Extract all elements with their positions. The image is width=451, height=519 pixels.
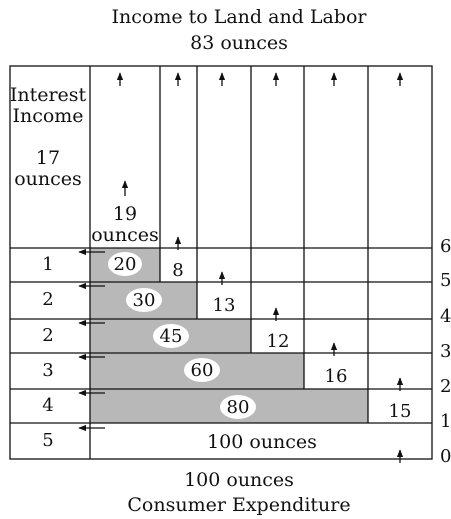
- income-stage-12: 12: [266, 331, 290, 352]
- interest-row-2: 2: [42, 289, 54, 310]
- consumer-row-label: 100 ounces: [207, 431, 317, 453]
- grid-lines: [9, 65, 433, 460]
- income-arrows: [121, 180, 404, 463]
- stage-marker-2: 2: [440, 376, 451, 397]
- interest-row-6: 5: [42, 430, 54, 451]
- stage-marker-1: 1: [440, 411, 451, 432]
- first-stage-unit: ounces: [91, 224, 159, 246]
- bottom-title-line2: Consumer Expenditure: [127, 494, 351, 516]
- interest-row-5: 4: [42, 395, 54, 416]
- capital-value-45: 45: [159, 326, 183, 347]
- interest-row-4: 3: [42, 360, 54, 381]
- interest-amount-line2: ounces: [14, 168, 82, 190]
- interest-row-1: 1: [42, 254, 54, 275]
- first-stage-amount: 19: [112, 203, 138, 225]
- interest-label-line1: Interest: [9, 84, 87, 106]
- stage-marker-6: 6: [440, 236, 451, 257]
- top-title-line2: 83 ounces: [190, 32, 288, 54]
- value-ovals: [108, 252, 256, 419]
- stage-marker-4: 4: [440, 306, 451, 327]
- capital-value-30: 30: [132, 290, 156, 311]
- stage-marker-0: 0: [440, 446, 451, 467]
- capital-value-60: 60: [190, 360, 214, 381]
- stage-marker-3: 3: [440, 341, 451, 362]
- top-arrows: [116, 72, 404, 86]
- capital-value-20: 20: [113, 254, 137, 275]
- income-stage-16: 16: [324, 366, 348, 387]
- stage-marker-5: 5: [440, 270, 451, 291]
- interest-row-3: 2: [42, 325, 54, 346]
- income-stage-15: 15: [388, 401, 412, 422]
- top-title-line1: Income to Land and Labor: [111, 6, 367, 28]
- income-stage-13: 13: [212, 295, 236, 316]
- interest-label-line2: Income: [12, 105, 84, 127]
- interest-arrows: [78, 248, 105, 432]
- interest-amount-line1: 17: [35, 147, 61, 169]
- capital-value-80: 80: [226, 397, 250, 418]
- outer-frame: [9, 65, 433, 460]
- bottom-title-line1: 100 ounces: [184, 469, 294, 491]
- income-stage-8: 8: [172, 260, 184, 281]
